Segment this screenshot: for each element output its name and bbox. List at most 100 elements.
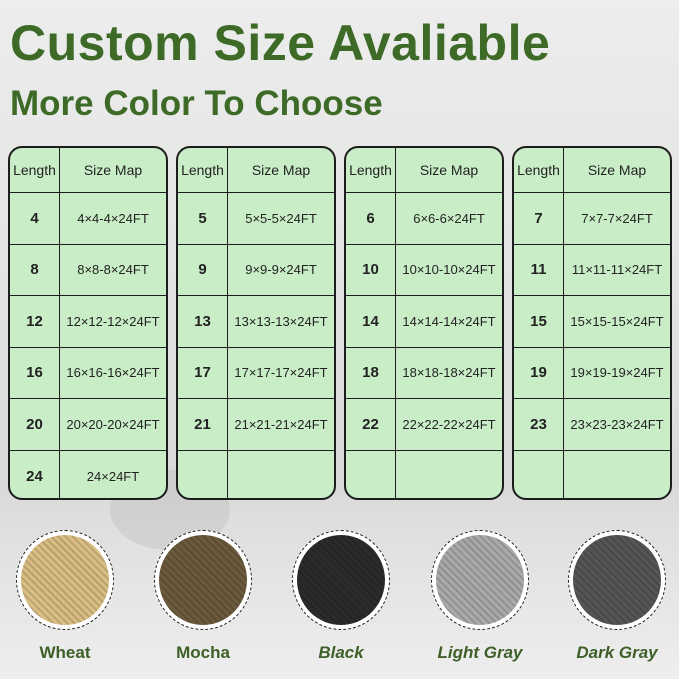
table-row: 7 7×7-7×24FT xyxy=(514,193,670,245)
color-label: Wheat xyxy=(39,643,91,662)
size-map-cell: 22×22-22×24FT xyxy=(402,416,496,432)
fabric-swatch-image xyxy=(436,535,524,625)
length-cell: 4 xyxy=(10,193,60,244)
color-label: Light Gray xyxy=(437,643,523,662)
table-row: 11 11×11-11×24FT xyxy=(514,244,670,296)
table-row: 22 22×22-22×24FT xyxy=(346,399,502,451)
length-cell: 11 xyxy=(514,244,564,295)
fabric-swatch-image xyxy=(159,535,247,625)
length-cell: 19 xyxy=(514,347,564,398)
size-map-cell: 21×21-21×24FT xyxy=(234,416,328,432)
length-cell: 22 xyxy=(346,399,396,450)
length-cell: 16 xyxy=(10,347,60,398)
table-row xyxy=(514,450,670,499)
size-map-header: Size Map xyxy=(251,162,311,178)
color-label: Black xyxy=(318,643,364,662)
table-row: 8 8×8-8×24FT xyxy=(10,244,166,296)
color-label: Dark Gray xyxy=(576,643,658,662)
color-swatch-wheat[interactable] xyxy=(16,530,114,630)
size-table: Length Size Map 4 4×4-4×24FT 8 8×8-8×24FT 12 12… xyxy=(8,146,168,500)
size-map-cell: 4×4-4×24FT xyxy=(77,210,149,226)
length-cell: 8 xyxy=(10,244,60,295)
length-header: Length xyxy=(514,148,564,192)
table-row: 5 5×5-5×24FT xyxy=(178,193,334,245)
size-map-cell xyxy=(564,451,670,499)
size-map-cell: 17×17-17×24FT xyxy=(234,365,328,381)
size-map-header: Size Map xyxy=(587,162,647,178)
length-header: Length xyxy=(178,148,228,192)
table-row xyxy=(346,450,502,499)
length-cell: 21 xyxy=(178,399,228,450)
table-row: 19 19×19-19×24FT xyxy=(514,347,670,399)
table-header: Length Size Map xyxy=(178,148,334,193)
table-row: 6 6×6-6×24FT xyxy=(346,193,502,245)
color-swatch-light-gray[interactable] xyxy=(431,530,529,630)
table-row: 23 23×23-23×24FT xyxy=(514,399,670,451)
size-map-cell: 23×23-23×24FT xyxy=(570,416,664,432)
size-table: Length Size Map 5 5×5-5×24FT 9 9×9-9×24FT 13 13… xyxy=(176,146,336,500)
size-map-cell: 19×19-19×24FT xyxy=(570,365,664,381)
size-map-cell: 16×16-16×24FT xyxy=(66,365,160,381)
table-row: 14 14×14-14×24FT xyxy=(346,296,502,348)
size-map-cell: 15×15-15×24FT xyxy=(570,313,664,329)
size-map-cell: 24×24FT xyxy=(86,468,140,484)
size-map-cell: 5×5-5×24FT xyxy=(245,210,317,226)
fabric-swatch-image xyxy=(21,535,109,625)
size-map-cell: 14×14-14×24FT xyxy=(402,313,496,329)
length-cell: 12 xyxy=(10,296,60,347)
table-row: 10 10×10-10×24FT xyxy=(346,244,502,296)
table-row: 18 18×18-18×24FT xyxy=(346,347,502,399)
table-row: 13 13×13-13×24FT xyxy=(178,296,334,348)
length-cell: 7 xyxy=(514,193,564,244)
table-row: 15 15×15-15×24FT xyxy=(514,296,670,348)
length-cell: 9 xyxy=(178,244,228,295)
length-cell: 15 xyxy=(514,296,564,347)
size-map-cell xyxy=(396,451,502,499)
table-row: 16 16×16-16×24FT xyxy=(10,347,166,399)
color-swatch-dark-gray[interactable] xyxy=(568,530,666,630)
size-map-cell: 6×6-6×24FT xyxy=(413,210,485,226)
length-cell xyxy=(178,450,228,498)
size-map-header: Size Map xyxy=(419,162,479,178)
color-label: Mocha xyxy=(176,643,230,662)
length-cell: 14 xyxy=(346,296,396,347)
size-map-cell: 10×10-10×24FT xyxy=(402,262,496,278)
size-map-cell: 8×8-8×24FT xyxy=(77,262,149,278)
length-cell xyxy=(346,450,396,498)
color-swatch-black[interactable] xyxy=(292,530,390,630)
length-cell: 6 xyxy=(346,193,396,244)
length-cell: 5 xyxy=(178,193,228,244)
size-map-cell: 20×20-20×24FT xyxy=(66,416,160,432)
size-map-header: Size Map xyxy=(83,162,143,178)
size-map-cell xyxy=(228,451,334,499)
size-map-cell: 18×18-18×24FT xyxy=(402,365,496,381)
length-cell: 13 xyxy=(178,296,228,347)
size-table: Length Size Map 7 7×7-7×24FT 11 11×11-11×24FT… xyxy=(512,146,672,500)
length-cell xyxy=(514,450,564,498)
table-header: Length Size Map xyxy=(10,148,166,193)
table-row: 20 20×20-20×24FT xyxy=(10,399,166,451)
fabric-swatch-image xyxy=(573,535,661,625)
table-row: 4 4×4-4×24FT xyxy=(10,193,166,245)
size-table: Length Size Map 6 6×6-6×24FT 10 10×10-10×24FT… xyxy=(344,146,504,500)
color-swatch-mocha[interactable] xyxy=(154,530,252,630)
size-map-cell: 13×13-13×24FT xyxy=(234,313,328,329)
length-cell: 18 xyxy=(346,347,396,398)
size-map-cell: 11×11-11×24FT xyxy=(571,262,663,278)
length-cell: 17 xyxy=(178,347,228,398)
length-cell: 23 xyxy=(514,399,564,450)
fabric-swatch-image xyxy=(297,535,385,625)
table-row: 21 21×21-21×24FT xyxy=(178,399,334,451)
length-header: Length xyxy=(346,148,396,192)
page-subtitle: More Color To Choose xyxy=(10,84,383,123)
length-cell: 10 xyxy=(346,244,396,295)
size-map-cell: 9×9-9×24FT xyxy=(245,262,317,278)
table-row: 24 24×24FT xyxy=(10,450,166,498)
length-cell: 20 xyxy=(10,399,60,450)
table-row: 17 17×17-17×24FT xyxy=(178,347,334,399)
table-row: 9 9×9-9×24FT xyxy=(178,244,334,296)
table-row: 12 12×12-12×24FT xyxy=(10,296,166,348)
table-row xyxy=(178,450,334,499)
table-header: Length Size Map xyxy=(346,148,502,193)
size-map-cell: 7×7-7×24FT xyxy=(581,210,653,226)
